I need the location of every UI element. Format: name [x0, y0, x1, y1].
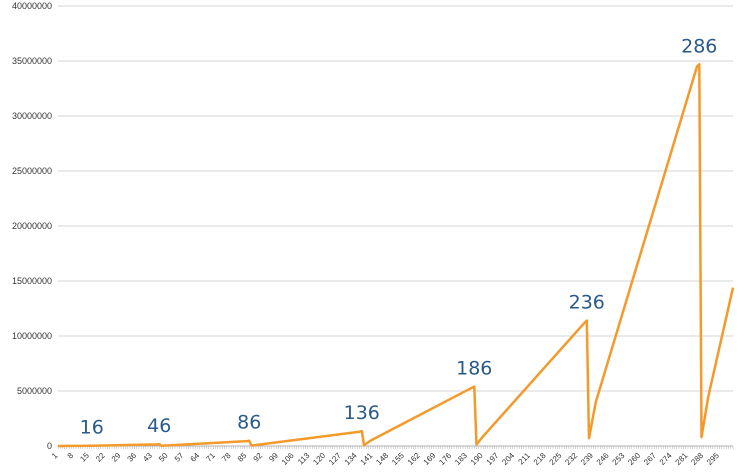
x-tick-label: 127 — [327, 451, 343, 467]
x-tick-label: 120 — [311, 451, 327, 467]
x-tick-label: 253 — [611, 451, 627, 467]
x-tick-label: 43 — [141, 451, 154, 464]
x-tick-label: 64 — [189, 451, 202, 464]
annotations: 16 46 86 136 186 236 286 — [80, 35, 718, 438]
x-tick-label: 78 — [220, 451, 233, 464]
peak-annotation: 86 — [237, 412, 261, 434]
y-tick-label: 30000000 — [12, 111, 52, 121]
x-tick-label: 197 — [485, 451, 501, 467]
x-tick-label: 113 — [296, 451, 312, 467]
x-tick-label: 183 — [453, 451, 469, 467]
x-tick-label: 288 — [689, 451, 705, 467]
peak-annotation: 136 — [344, 402, 380, 424]
y-tick-label: 5000000 — [17, 386, 52, 396]
peak-annotation: 236 — [569, 292, 605, 314]
peak-annotation: 46 — [147, 415, 171, 437]
x-tick-label: 162 — [406, 451, 422, 467]
y-axis-tick-labels: 0 5000000 10000000 15000000 20000000 25000000… — [12, 1, 52, 451]
peak-annotation: 186 — [456, 358, 492, 380]
x-tick-label: 274 — [658, 451, 674, 467]
x-tick-label: 218 — [532, 451, 548, 467]
x-tick-label: 211 — [517, 451, 533, 467]
x-tick-label: 267 — [642, 451, 658, 467]
x-tick-label: 246 — [595, 451, 611, 467]
x-tick-label: 232 — [563, 451, 579, 467]
x-tick-label: 71 — [204, 451, 217, 464]
y-tick-label: 15000000 — [12, 276, 52, 286]
x-tick-label: 92 — [252, 451, 265, 464]
y-tick-label: 35000000 — [12, 56, 52, 66]
x-tick-label: 176 — [437, 451, 453, 467]
peak-annotation: 16 — [80, 417, 104, 439]
x-tick-label: 36 — [126, 451, 139, 464]
x-tick-label: 1 — [50, 451, 60, 461]
x-tick-label: 155 — [390, 451, 406, 467]
y-tick-label: 25000000 — [12, 166, 52, 176]
x-tick-label: 29 — [110, 451, 123, 464]
series-line — [57, 63, 735, 448]
x-tick-label: 99 — [267, 451, 280, 464]
x-tick-label: 281 — [674, 451, 690, 467]
x-tick-label: 22 — [94, 451, 107, 464]
x-tick-label: 295 — [705, 451, 721, 467]
gridlines — [58, 5, 733, 447]
x-tick-label: 50 — [157, 451, 170, 464]
x-tick-label: 204 — [500, 451, 516, 467]
x-tick-label: 260 — [626, 451, 642, 467]
x-tick-label: 190 — [469, 451, 485, 467]
x-tick-label: 15 — [78, 451, 91, 464]
y-tick-label: 0 — [47, 441, 52, 451]
x-tick-label: 8 — [66, 451, 76, 461]
x-tick-label: 106 — [280, 451, 296, 467]
peak-annotation: 286 — [681, 35, 717, 57]
series-layer — [57, 63, 735, 448]
x-tick-label: 239 — [579, 451, 595, 467]
x-tick-label: 57 — [173, 451, 186, 464]
x-axis-tick-labels: 1 8 15 22 29 36 43 50 57 64 71 78 85 92 99 106 113 120 127… — [50, 451, 721, 467]
x-tick-label: 148 — [374, 451, 390, 467]
x-tick-label: 169 — [422, 451, 438, 467]
x-tick-label: 85 — [236, 451, 249, 464]
y-tick-label: 10000000 — [12, 331, 52, 341]
x-axis — [57, 445, 734, 449]
x-tick-label: 141 — [359, 451, 375, 467]
x-tick-label: 225 — [548, 451, 564, 467]
x-tick-label: 134 — [343, 451, 359, 467]
y-tick-label: 40000000 — [12, 1, 52, 11]
y-tick-label: 20000000 — [12, 221, 52, 231]
